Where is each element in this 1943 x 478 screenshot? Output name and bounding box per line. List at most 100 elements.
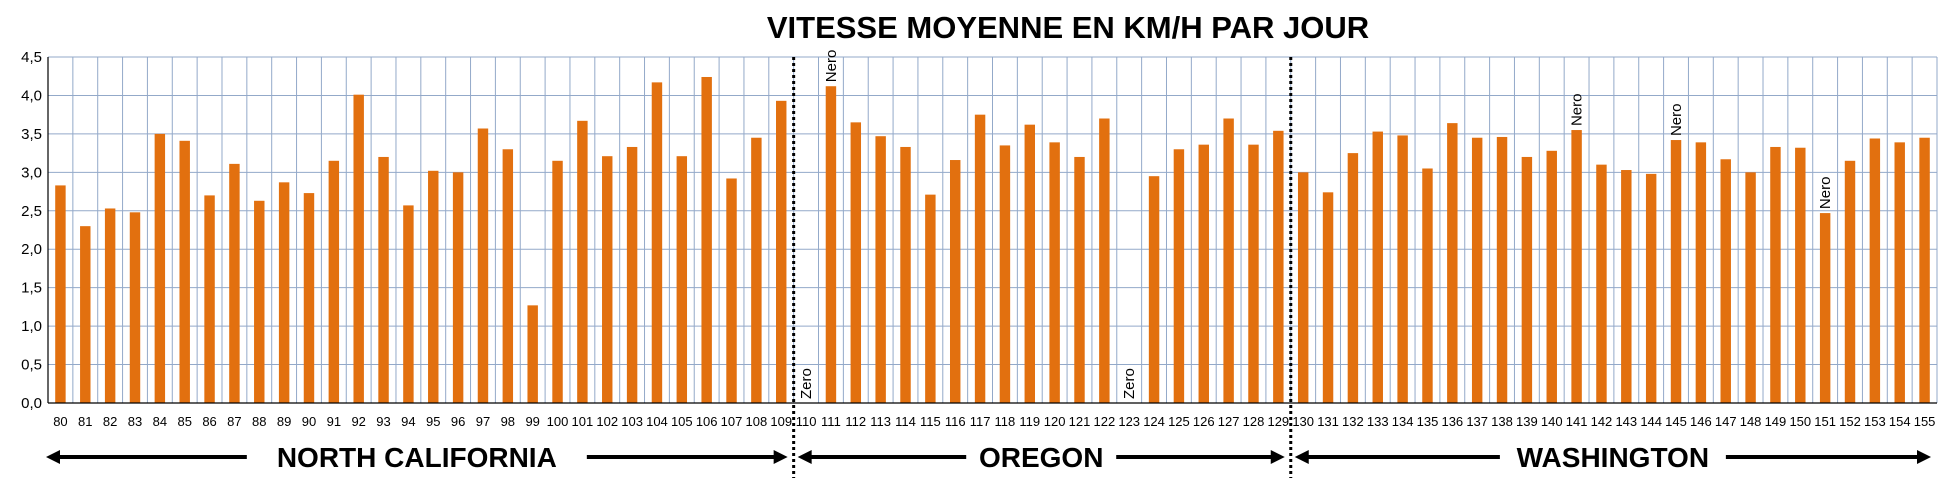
x-tick-label: 152 [1839,414,1861,429]
bar-128 [1248,144,1259,404]
x-tick-label: 90 [302,414,316,429]
bar-113 [875,136,886,403]
x-tick-label: 96 [451,414,465,429]
x-tick-label: 122 [1093,414,1115,429]
x-tick-label: 105 [671,414,693,429]
x-tick-label: 136 [1441,414,1463,429]
bar-133 [1372,131,1383,404]
y-tick-label: 1,0 [21,318,42,335]
y-tick-label: 3,0 [21,164,42,181]
bar-112 [850,122,862,403]
bar-131 [1322,192,1334,403]
bar-154 [1894,142,1905,403]
bar-132 [1347,153,1359,403]
annotation-141: Nero [1569,94,1586,127]
region-arrowhead-right [1270,450,1285,464]
x-tick-label: 129 [1267,414,1289,429]
x-tick-label: 106 [696,414,718,429]
x-tick-label: 99 [525,414,539,429]
x-tick-label: 144 [1640,414,1662,429]
bar-100 [552,160,563,403]
x-tick-label: 115 [920,414,941,429]
x-tick-label: 98 [501,414,515,429]
x-tick-label: 100 [547,414,569,429]
y-tick-label: 0,0 [21,395,42,412]
x-tick-label: 114 [895,414,916,429]
x-tick-label: 148 [1740,414,1762,429]
region-separators [792,57,1293,478]
x-tick-label: 126 [1193,414,1215,429]
y-tick-label: 3,5 [21,126,42,143]
x-tick-label: 101 [572,414,594,429]
x-tick-label: 112 [845,414,866,429]
bar-149 [1770,146,1781,403]
x-tick-label: 91 [327,414,341,429]
bar-82 [104,208,116,403]
y-tick-label: 1,5 [21,280,42,297]
x-tick-label: 131 [1317,414,1339,429]
x-tick-label: 108 [746,414,768,429]
bar-124 [1148,176,1160,403]
bar-120 [1049,142,1060,403]
x-tick-label: 147 [1715,414,1737,429]
bar-101 [577,120,588,403]
y-tick-label: 2,5 [21,203,42,220]
bar-125 [1173,149,1185,403]
x-tick-label: 146 [1690,414,1712,429]
x-tick-label: 125 [1168,414,1190,429]
bar-116 [949,160,961,403]
x-tick-label: 88 [252,414,266,429]
x-tick-label: 111 [821,414,841,429]
x-tick-label: 85 [177,414,191,429]
annotations: Zero Nero Zero Nero Nero Nero [798,50,1834,399]
bar-92 [353,94,364,404]
annotation-111: Nero [823,50,840,83]
bar-152 [1844,160,1856,403]
x-tick-label: 109 [770,414,792,429]
x-tick-label: 132 [1342,414,1364,429]
bar-153 [1869,138,1881,403]
bar-117 [974,114,986,404]
x-tick-label: 95 [426,414,440,429]
x-tick-label: 134 [1392,414,1414,429]
x-tick-label: 82 [103,414,117,429]
x-tick-label: 118 [995,414,1016,429]
bars [55,76,1930,404]
x-tick-label: 110 [796,414,817,429]
bar-86 [204,195,215,403]
bar-103 [626,146,638,403]
x-tick-label: 94 [401,414,415,429]
bar-136 [1447,123,1458,403]
x-tick-label: 92 [351,414,365,429]
bar-98 [502,149,514,403]
x-tick-label: 135 [1417,414,1439,429]
x-tick-label: 120 [1044,414,1066,429]
x-tick-label: 107 [721,414,743,429]
axes [47,57,1937,404]
bar-151 [1819,213,1831,403]
annotation-145: Nero [1668,104,1685,137]
x-tick-label: 102 [596,414,618,429]
bar-118 [999,145,1011,403]
region-label: WASHINGTON [1517,442,1709,473]
region-label: OREGON [979,442,1103,473]
bar-138 [1496,136,1508,403]
bar-150 [1795,147,1806,403]
bar-107 [726,178,737,403]
bar-122 [1099,118,1110,403]
x-tick-label: 133 [1367,414,1389,429]
bar-85 [179,140,190,403]
bar-148 [1745,172,1756,403]
bar-126 [1198,144,1209,404]
x-tick-label: 154 [1889,414,1911,429]
bar-99 [527,305,538,403]
bar-97 [477,128,489,404]
y-tick-label: 4,5 [21,49,42,66]
region-arrowhead-right [773,450,788,464]
bar-142 [1596,164,1607,403]
bar-106 [701,76,712,403]
x-tick-label: 149 [1765,414,1787,429]
bar-81 [80,226,91,403]
y-tick-label: 0,5 [21,357,42,374]
bar-102 [602,156,613,403]
